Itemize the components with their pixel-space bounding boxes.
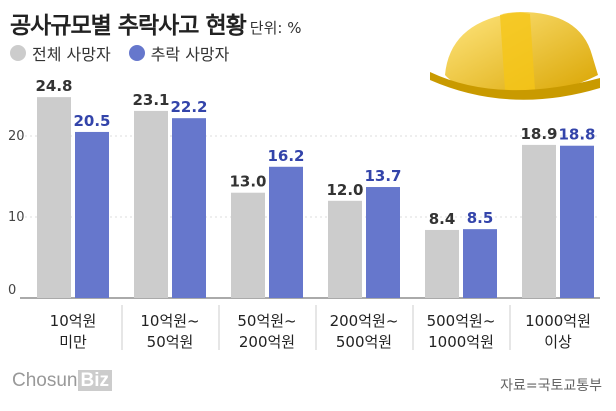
x-tick-label: 500억원~ — [427, 312, 496, 330]
source-note: 자료=국토교통부 — [500, 378, 602, 394]
title-text: 공사규모별 추락사고 현황 — [10, 13, 247, 39]
x-tick-label: 이상 — [544, 333, 572, 351]
bar-total — [328, 200, 362, 298]
x-tick-label: 10억원 — [50, 312, 97, 330]
bar-total — [522, 144, 556, 298]
bar-total — [231, 192, 265, 298]
bar-fall — [366, 187, 400, 298]
x-tick-label: 50억원~ — [237, 312, 296, 330]
y-tick-label: 20 — [8, 129, 25, 144]
unit-label: 단위: % — [249, 19, 302, 37]
bar-fall — [560, 145, 594, 298]
chosunbiz-logo: Chosun Biz — [12, 370, 112, 392]
x-tick-label: 1000억원 — [428, 333, 494, 351]
y-tick-label: 10 — [8, 210, 25, 225]
data-label: 18.8 — [558, 126, 595, 144]
bar-fall — [172, 118, 206, 299]
bar-fall — [463, 229, 497, 298]
data-label: 8.4 — [429, 210, 456, 228]
bar-total — [37, 97, 71, 299]
legend-label-fall: 추락 사망자 — [150, 45, 230, 64]
data-label: 8.5 — [467, 209, 494, 227]
x-tick-label: 200억원~ — [330, 312, 399, 330]
x-tick-label: 10억원~ — [140, 312, 199, 330]
legend-swatch-fall — [128, 45, 145, 61]
data-label: 16.2 — [267, 147, 304, 165]
bar-fall — [75, 131, 109, 298]
data-label: 20.5 — [73, 112, 110, 130]
data-label: 24.8 — [35, 77, 72, 95]
bar-total — [134, 110, 168, 298]
x-tick-label: 200억원 — [239, 333, 295, 351]
data-label: 13.7 — [364, 167, 401, 185]
data-label: 22.2 — [170, 98, 207, 116]
x-tick-label: 500억원 — [336, 333, 392, 351]
x-tick-label: 50억원 — [147, 333, 194, 351]
bar-total — [425, 229, 459, 298]
x-tick-label: 미만 — [59, 333, 87, 351]
legend-label-total: 전체 사망자 — [32, 45, 111, 64]
bar-fall — [269, 166, 303, 298]
data-label: 18.9 — [520, 125, 557, 143]
legend-swatch-total — [10, 45, 26, 61]
y-tick-label: 0 — [8, 283, 16, 298]
chart-title: 공사규모별 추락사고 현황 단위: % — [10, 6, 301, 40]
data-label: 23.1 — [132, 91, 169, 109]
legend: 전체 사망자 추락 사망자 — [10, 41, 229, 65]
data-label: 12.0 — [326, 181, 363, 199]
data-label: 13.0 — [229, 173, 266, 191]
x-tick-label: 1000억원 — [525, 312, 591, 330]
